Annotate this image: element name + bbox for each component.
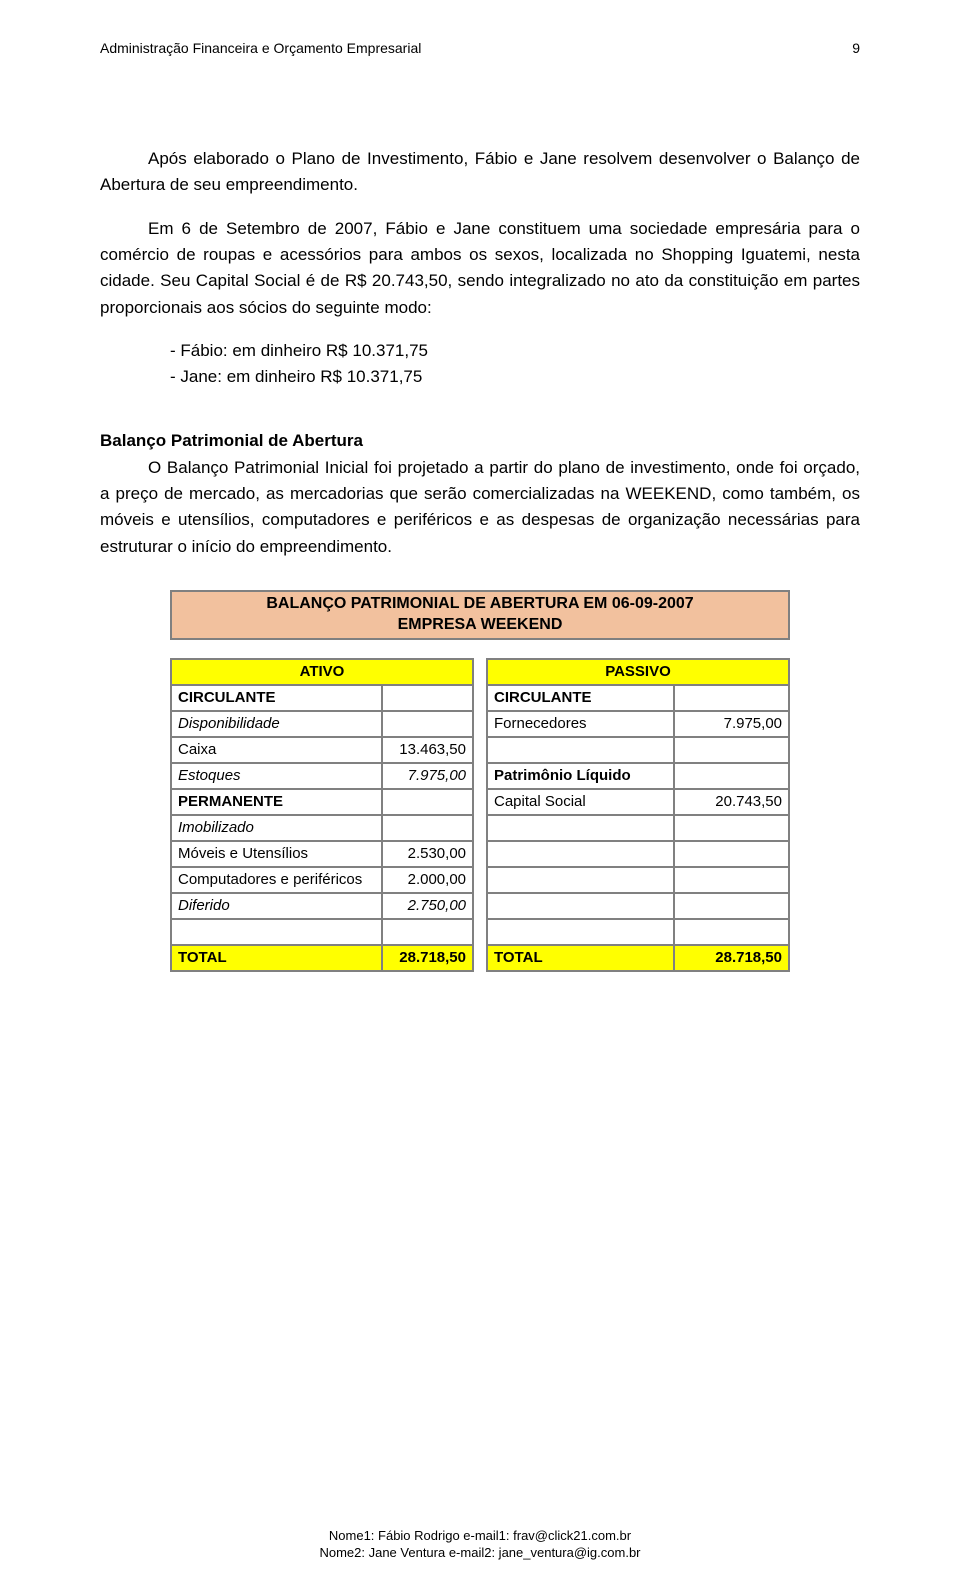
row-value: 2.000,00 [382,867,473,893]
row-label [171,919,382,945]
row-label [487,867,674,893]
row-label: Diferido [171,893,382,919]
row-label: Estoques [171,763,382,789]
total-value: 28.718,50 [674,945,789,971]
row-value: 7.975,00 [382,763,473,789]
row-value [382,919,473,945]
row-value [674,893,789,919]
row-value [674,815,789,841]
row-label [487,737,674,763]
row-value [674,841,789,867]
title-line1: BALANÇO PATRIMONIAL DE ABERTURA EM 06-09… [266,595,693,612]
col-header: ATIVO [171,659,473,685]
passivo-table: PASSIVOCIRCULANTE Fornecedores7.975,00 P… [486,658,790,972]
row-value: 7.975,00 [674,711,789,737]
row-label: Móveis e Utensílios [171,841,382,867]
row-value: 13.463,50 [382,737,473,763]
row-label: Capital Social [487,789,674,815]
row-value [382,815,473,841]
ativo-column: ATIVOCIRCULANTE Disponibilidade Caixa13.… [170,658,474,972]
balance-sheet-block: BALANÇO PATRIMONIAL DE ABERTURA EM 06-09… [170,590,790,972]
row-value [382,685,473,711]
footer-line1: Nome1: Fábio Rodrigo e-mail1: frav@click… [0,1527,960,1545]
row-label: Fornecedores [487,711,674,737]
row-value: 2.530,00 [382,841,473,867]
paragraph-1: Após elaborado o Plano de Investimento, … [100,146,860,199]
row-value [674,867,789,893]
row-label [487,893,674,919]
row-value [674,763,789,789]
row-label [487,919,674,945]
paragraph-3: O Balanço Patrimonial Inicial foi projet… [100,455,860,560]
row-label: CIRCULANTE [171,685,382,711]
section-heading: Balanço Patrimonial de Abertura [100,431,860,451]
ativo-table: ATIVOCIRCULANTE Disponibilidade Caixa13.… [170,658,474,972]
running-title: Administração Financeira e Orçamento Emp… [100,40,421,56]
total-value: 28.718,50 [382,945,473,971]
page-footer: Nome1: Fábio Rodrigo e-mail1: frav@click… [0,1527,960,1562]
row-label [487,841,674,867]
page-number: 9 [852,40,860,56]
row-label: Caixa [171,737,382,763]
col-header: PASSIVO [487,659,789,685]
passivo-column: PASSIVOCIRCULANTE Fornecedores7.975,00 P… [486,658,790,972]
row-value [674,685,789,711]
page-header: Administração Financeira e Orçamento Emp… [100,40,860,56]
balance-sheet-title-table: BALANÇO PATRIMONIAL DE ABERTURA EM 06-09… [170,590,790,640]
title-line2: EMPRESA WEEKEND [398,616,563,633]
row-value: 20.743,50 [674,789,789,815]
footer-line2: Nome2: Jane Ventura e-mail2: jane_ventur… [0,1544,960,1562]
list-item-jane: - Jane: em dinheiro R$ 10.371,75 [170,364,860,390]
row-label: Imobilizado [171,815,382,841]
balance-columns: ATIVOCIRCULANTE Disponibilidade Caixa13.… [170,658,790,972]
row-label: Disponibilidade [171,711,382,737]
row-label: PERMANENTE [171,789,382,815]
list-item-fabio: - Fábio: em dinheiro R$ 10.371,75 [170,338,860,364]
row-label: Patrimônio Líquido [487,763,674,789]
paragraph-2: Em 6 de Setembro de 2007, Fábio e Jane c… [100,216,860,321]
total-label: TOTAL [171,945,382,971]
document-page: Administração Financeira e Orçamento Emp… [0,0,960,1592]
row-value [382,789,473,815]
row-value [674,737,789,763]
total-label: TOTAL [487,945,674,971]
row-label: CIRCULANTE [487,685,674,711]
row-value [674,919,789,945]
row-label [487,815,674,841]
title-cell: BALANÇO PATRIMONIAL DE ABERTURA EM 06-09… [171,591,789,639]
row-value: 2.750,00 [382,893,473,919]
row-label: Computadores e periféricos [171,867,382,893]
row-value [382,711,473,737]
